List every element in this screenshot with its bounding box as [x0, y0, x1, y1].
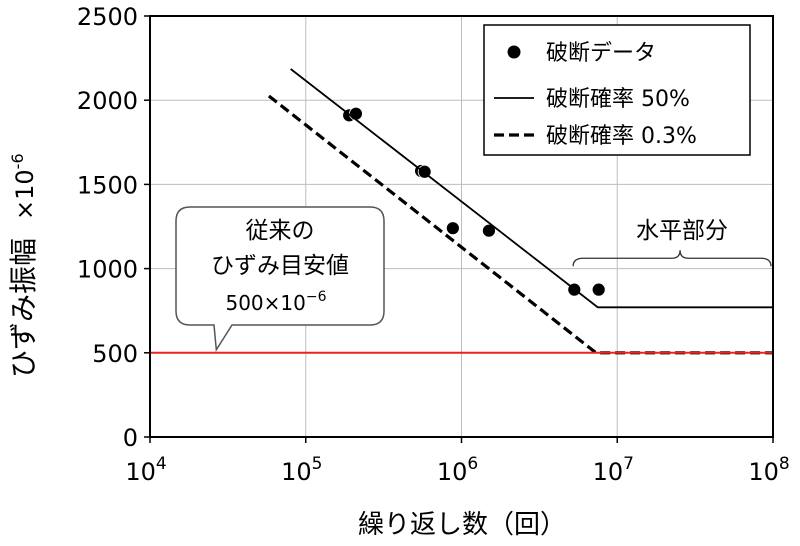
y-tick-label: 0 [123, 424, 138, 452]
y-tick-label: 2000 [77, 87, 138, 115]
callout-line-1: 従来の [246, 218, 315, 244]
y-tick-label: 2500 [77, 3, 138, 31]
y-tick-label: 1000 [77, 256, 138, 284]
series-layer [150, 68, 773, 355]
callout-line-2: ひずみ目安値 [211, 253, 349, 279]
legend-marker-icon [507, 45, 521, 59]
axes-layer: 0 500 1000 1500 2000 2500 104 105 106 107 108 繰り返し数… [7, 3, 790, 540]
x-tick-label: 108 [748, 454, 789, 486]
x-tick-label: 104 [125, 454, 166, 486]
legend-label: 破断データ [546, 41, 656, 66]
data-point [591, 282, 606, 297]
callout-balloon [175, 206, 385, 353]
data-point [349, 106, 363, 121]
callout-line-3: 500×10−6 [225, 289, 326, 315]
legend-label: 破断確率 50% [546, 87, 690, 112]
data-point [482, 223, 496, 238]
brace-horizontal-portion [572, 250, 772, 267]
series-line-probability-50 [290, 68, 773, 309]
data-point [445, 221, 460, 236]
legend-label: 破断確率 0.3% [546, 124, 697, 149]
y-tick-label: 1500 [77, 171, 138, 199]
x-axis-label: 繰り返し数（回） [358, 510, 566, 540]
x-tick-label: 107 [593, 454, 634, 486]
x-tick-label: 105 [281, 454, 322, 486]
x-tick-label: 106 [437, 454, 478, 486]
legend-box [483, 24, 751, 156]
brace-label: 水平部分 [636, 218, 728, 244]
y-axis-label: ひずみ振幅×10-6 [7, 153, 40, 378]
y-tick-label: 500 [92, 340, 138, 368]
